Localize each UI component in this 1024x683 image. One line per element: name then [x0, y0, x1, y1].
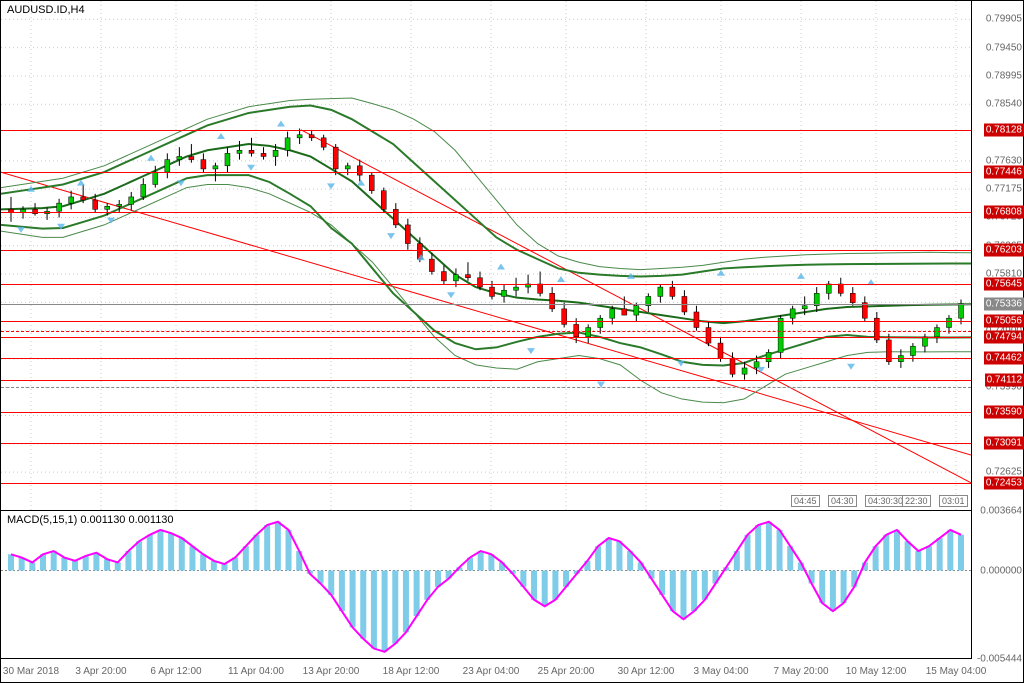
price-level-label: 0.75056 [984, 314, 1024, 327]
resistance-line [1, 250, 971, 251]
resistance-line [1, 483, 971, 484]
price-level-label: 0.74462 [984, 351, 1024, 364]
price-tick: 0.77175 [986, 184, 1022, 195]
date-tick: 30 Mar 2018 [3, 666, 59, 677]
resistance-line [1, 380, 971, 381]
resistance-line [1, 130, 971, 131]
date-tick: 3 May 04:00 [693, 666, 748, 677]
price-level-label: 0.74794 [984, 331, 1024, 344]
price-tick: 0.79450 [986, 42, 1022, 53]
price-level-label: 0.77446 [984, 166, 1024, 179]
timeframe-button[interactable]: 04:30 [828, 495, 857, 507]
macd-indicator-chart[interactable]: MACD(5,15,1) 0.001130 0.001130 [1, 511, 971, 659]
date-tick: 18 Apr 12:00 [383, 666, 440, 677]
date-tick: 25 Apr 20:00 [538, 666, 595, 677]
resistance-line [1, 443, 971, 444]
date-tick: 13 Apr 20:00 [303, 666, 360, 677]
price-tick: 0.78995 [986, 70, 1022, 81]
dashed-line [1, 387, 971, 388]
price-tick: 0.79905 [986, 14, 1022, 25]
resistance-line [1, 212, 971, 213]
chart-container: AUDUSD.ID,H4 04:45 04:30 04:30:3022:30 03:0… [0, 0, 1024, 683]
price-level-label: 0.72453 [984, 476, 1024, 489]
resistance-line [1, 412, 971, 413]
date-tick: 3 Apr 20:00 [75, 666, 126, 677]
price-level-label: 0.73091 [984, 437, 1024, 450]
price-level-label: 0.76203 [984, 243, 1024, 256]
price-level-label: 0.76808 [984, 205, 1024, 218]
timeframe-button[interactable]: 04:30:30 [865, 495, 906, 507]
macd-title: MACD(5,15,1) 0.001130 0.001130 [7, 514, 174, 526]
price-level-label: 0.74112 [985, 373, 1024, 386]
resistance-line [1, 321, 971, 322]
price-level-label: 0.75645 [984, 278, 1024, 291]
resistance-line [1, 337, 971, 338]
date-tick: 15 May 04:00 [926, 666, 987, 677]
macd-tick: 0.000000 [980, 565, 1022, 576]
macd-tick: 0.003664 [980, 506, 1022, 517]
main-price-chart[interactable]: AUDUSD.ID,H4 04:45 04:30 04:30:3022:30 03:0… [1, 1, 971, 511]
date-tick: 30 Apr 12:00 [618, 666, 675, 677]
date-tick: 11 Apr 04:00 [228, 666, 284, 677]
date-tick: 7 May 20:00 [773, 666, 828, 677]
current-price-line [1, 304, 971, 305]
date-tick: 10 May 12:00 [846, 666, 907, 677]
chart-title: AUDUSD.ID,H4 [7, 4, 85, 16]
dashed-line [1, 331, 971, 332]
current-price-label: 0.75336 [984, 297, 1024, 310]
resistance-line [1, 284, 971, 285]
date-tick: 6 Apr 12:00 [150, 666, 201, 677]
price-level-label: 0.73590 [984, 406, 1024, 419]
macd-tick: -0.005444 [977, 654, 1022, 665]
price-level-label: 0.78128 [984, 123, 1024, 136]
price-chart-svg [1, 1, 971, 511]
price-axis: 0.79905 0.79450 0.78995 0.78540 0.77630 0.771… [971, 1, 1024, 511]
resistance-line [1, 172, 971, 173]
price-tick: 0.77630 [986, 155, 1022, 166]
timeframe-button[interactable]: 22:30 [902, 495, 931, 507]
price-tick: 0.78540 [986, 99, 1022, 110]
date-axis: 30 Mar 2018 3 Apr 20:00 6 Apr 12:00 11 Apr … [1, 659, 971, 683]
date-tick: 23 Apr 04:00 [463, 666, 520, 677]
resistance-line [1, 358, 971, 359]
macd-axis: 0.0036640.000000-0.005444 [971, 511, 1024, 659]
timeframe-button[interactable]: 03:01 [939, 495, 968, 507]
macd-chart-svg [1, 511, 971, 659]
timeframe-button[interactable]: 04:45 [791, 495, 820, 507]
